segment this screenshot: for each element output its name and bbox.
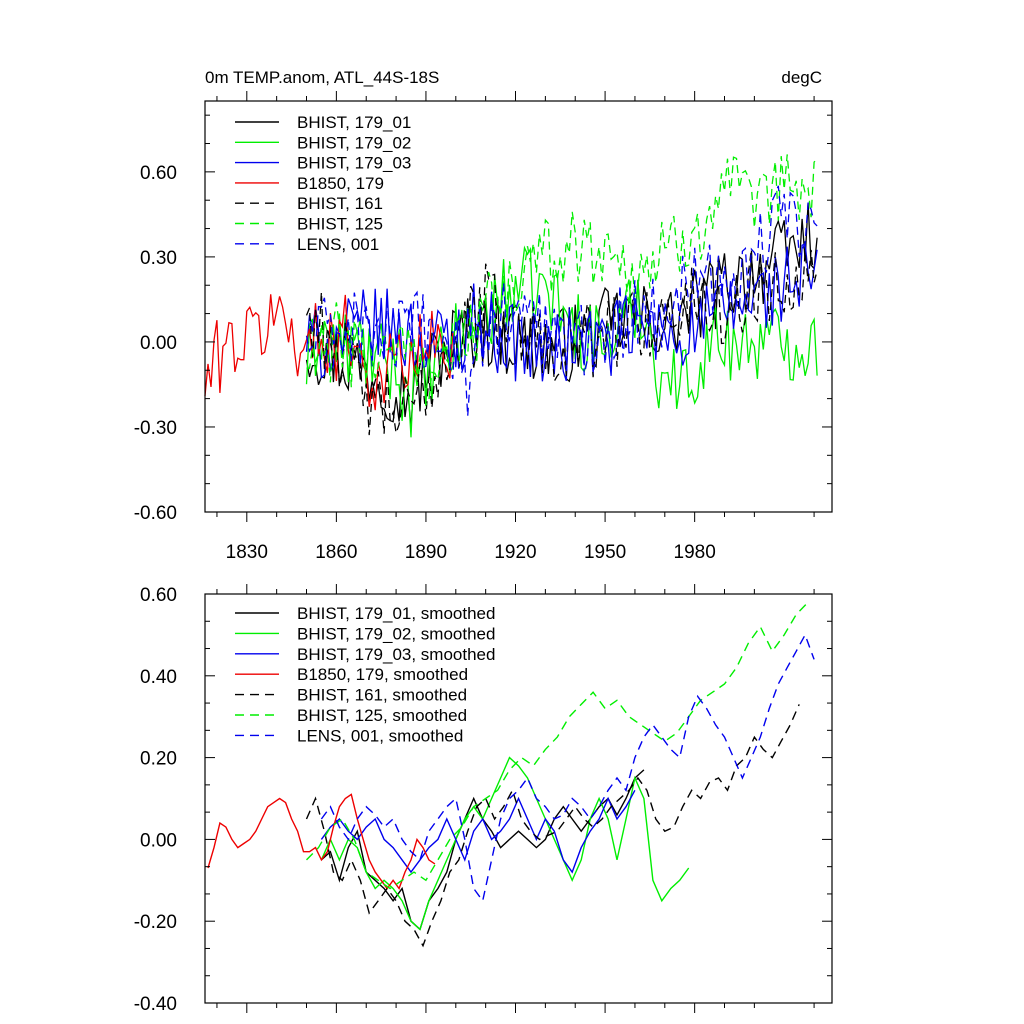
bottom-panel: -0.40 -0.20 0.00 0.20 0.40 0.60 BHIST, 179_01… (134, 584, 833, 1015)
top-legend-label: BHIST, 179_03 (297, 154, 411, 173)
top-series-group (204, 154, 818, 438)
top-series-line (204, 294, 454, 411)
top-xtick-label: 1830 (226, 542, 268, 563)
top-ytick-label: -0.30 (134, 418, 177, 439)
top-ytick-label: -0.60 (134, 503, 177, 524)
bottom-legend-label: BHIST, 161, smoothed (297, 686, 467, 705)
top-xtick-label: 1860 (315, 542, 357, 563)
top-ytick-label: 0.00 (140, 333, 177, 354)
bottom-legend-label: BHIST, 179_01, smoothed (297, 604, 495, 623)
bottom-legend-label: B1850, 179, smoothed (297, 665, 468, 684)
top-legend-label: BHIST, 125 (297, 215, 383, 234)
bottom-legend-label: LENS, 001, smoothed (297, 726, 463, 745)
units-label: degC (781, 68, 822, 87)
bottom-plot-frame (204, 593, 833, 1004)
top-plot-frame (204, 100, 833, 513)
bottom-legend-label: BHIST, 179_02, smoothed (297, 624, 495, 643)
top-xtick-label: 1920 (494, 542, 536, 563)
top-series-line (305, 185, 818, 417)
bottom-legend-label: BHIST, 125, smoothed (297, 706, 467, 725)
bottom-ytick-label: -0.20 (134, 912, 177, 933)
top-legend-label: B1850, 179 (297, 174, 384, 193)
top-legend-label: BHIST, 179_02 (297, 133, 411, 152)
top-series-line (305, 249, 818, 436)
bottom-series-line (305, 601, 809, 890)
bottom-legend-label: BHIST, 179_03, smoothed (297, 645, 495, 664)
bottom-series-line (320, 789, 636, 874)
top-ytick-label: 0.60 (140, 163, 177, 184)
bottom-ytick-label: 0.60 (140, 585, 177, 606)
top-panel: 0m TEMP.anom, ATL_44S-18S degC -0.60 -0.3… (134, 68, 833, 563)
bottom-series-line (207, 793, 436, 890)
bottom-ytick-label: 0.00 (140, 830, 177, 851)
top-legend-label: LENS, 001 (297, 235, 379, 254)
bottom-ytick-label: 0.20 (140, 749, 177, 770)
top-xtick-label: 1980 (674, 542, 716, 563)
top-axes: -0.60 -0.30 0.00 0.30 0.60 1830 1860 1890 1920 19… (134, 91, 832, 563)
bottom-axes: -0.40 -0.20 0.00 0.20 0.40 0.60 (134, 584, 832, 1015)
top-xtick-label: 1890 (405, 542, 447, 563)
top-legend-label: BHIST, 179_01 (297, 113, 411, 132)
bottom-ytick-label: 0.40 (140, 667, 177, 688)
chart-title: 0m TEMP.anom, ATL_44S-18S (205, 68, 439, 87)
bottom-series-line (305, 704, 800, 948)
top-xtick-label: 1950 (584, 542, 626, 563)
bottom-series-group (207, 601, 815, 948)
bottom-ytick-label: -0.40 (134, 994, 177, 1015)
top-legend-label: BHIST, 161 (297, 194, 383, 213)
top-ytick-label: 0.30 (140, 248, 177, 269)
bottom-series-line (320, 633, 815, 903)
